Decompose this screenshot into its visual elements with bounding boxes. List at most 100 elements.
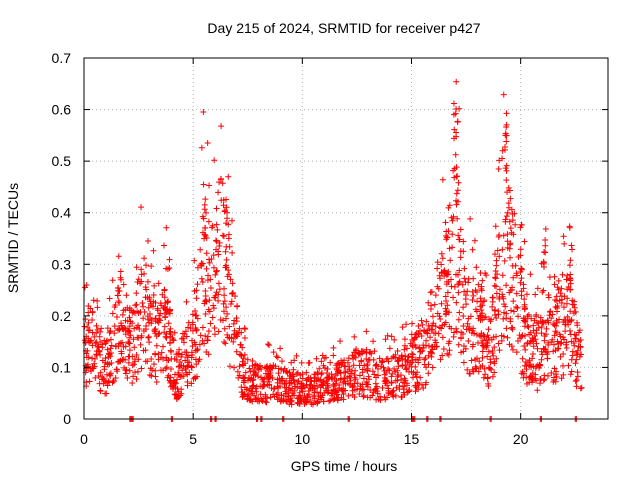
data-point: [202, 209, 209, 216]
data-point: [513, 303, 520, 310]
data-point: [163, 364, 170, 371]
data-point: [91, 360, 98, 367]
data-point: [235, 374, 242, 381]
data-point: [524, 313, 531, 320]
data-point: [552, 328, 559, 335]
data-point: [229, 289, 236, 296]
data-point: [360, 393, 367, 400]
data-point: [374, 383, 381, 390]
data-point: [210, 302, 217, 309]
data-point: [340, 379, 347, 386]
data-point: [525, 324, 532, 331]
data-point: [501, 257, 508, 264]
data-point: [461, 288, 468, 295]
data-point: [166, 328, 173, 335]
data-point: [405, 388, 412, 395]
data-point: [408, 350, 415, 357]
data-point: [226, 323, 233, 330]
data-point: [89, 342, 96, 349]
data-point: [395, 363, 402, 370]
data-point: [221, 298, 228, 305]
data-point: [200, 108, 207, 115]
data-point: [412, 334, 419, 341]
data-point: [89, 355, 96, 362]
data-point: [560, 350, 567, 357]
data-point: [460, 304, 467, 311]
data-point: [96, 348, 103, 355]
data-point: [360, 392, 367, 399]
data-point: [107, 328, 114, 335]
data-point: [320, 362, 327, 369]
data-point: [453, 164, 460, 171]
data-point: [429, 313, 436, 320]
data-point: [378, 363, 385, 370]
data-point: [227, 301, 234, 308]
data-point: [222, 315, 229, 322]
data-point: [412, 363, 419, 370]
data-point: [288, 397, 295, 404]
data-point: [349, 387, 356, 394]
data-point: [443, 281, 450, 288]
data-point: [505, 200, 512, 207]
data-point: [138, 204, 145, 211]
data-point: [264, 341, 271, 348]
data-point: [117, 358, 124, 365]
data-point: [491, 360, 498, 367]
data-point: [330, 352, 337, 359]
data-point: [228, 335, 235, 342]
data-point: [449, 231, 456, 238]
data-point: [405, 353, 412, 360]
data-point: [560, 304, 567, 311]
data-point: [134, 278, 141, 285]
data-point: [327, 359, 334, 366]
data-point: [360, 375, 367, 382]
data-point: [473, 331, 480, 338]
data-point: [167, 331, 174, 338]
data-point: [262, 364, 269, 371]
data-point: [503, 315, 510, 322]
data-point: [317, 389, 324, 396]
data-point: [577, 385, 584, 392]
data-point: [130, 373, 137, 380]
data-point: [578, 384, 585, 391]
data-point: [283, 368, 290, 375]
data-point: [193, 327, 200, 334]
data-point: [214, 226, 221, 233]
data-point: [562, 341, 569, 348]
data-point: [258, 396, 265, 403]
data-point: [175, 369, 182, 376]
data-point: [215, 248, 222, 255]
data-point: [496, 157, 503, 164]
data-point: [290, 373, 297, 380]
data-point: [114, 368, 121, 375]
data-point: [117, 274, 124, 281]
data-point: [204, 333, 211, 340]
data-point: [553, 368, 560, 375]
data-point: [382, 336, 389, 343]
data-point: [513, 349, 520, 356]
data-point: [455, 232, 462, 239]
data-point: [102, 390, 109, 397]
data-point: [522, 332, 529, 339]
data-point: [490, 352, 497, 359]
data-point: [377, 393, 384, 400]
data-point: [160, 355, 167, 362]
data-point: [160, 343, 167, 350]
data-point: [167, 366, 174, 373]
data-point: [152, 350, 159, 357]
data-point: [534, 345, 541, 352]
data-point: [297, 372, 304, 379]
data-point: [229, 217, 236, 224]
data-point: [452, 151, 459, 158]
data-points: [81, 78, 585, 422]
data-point: [213, 238, 220, 245]
data-point: [142, 358, 149, 365]
data-point: [485, 348, 492, 355]
data-point: [324, 366, 331, 373]
data-point: [385, 387, 392, 394]
data-point: [233, 331, 240, 338]
data-point: [567, 308, 574, 315]
data-point: [403, 382, 410, 389]
data-point: [325, 375, 332, 382]
data-point: [451, 283, 458, 290]
